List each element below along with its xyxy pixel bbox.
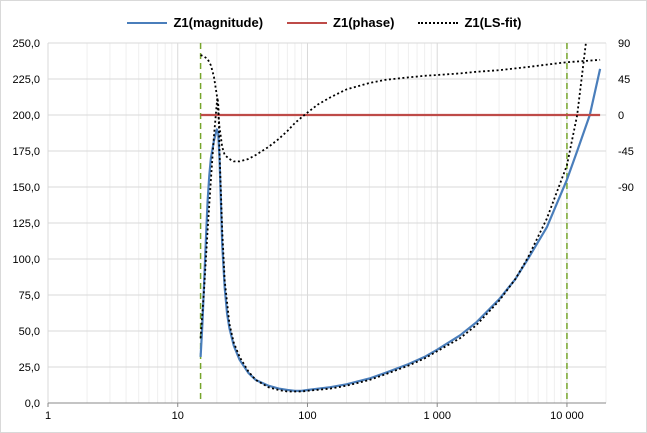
y-tick-label: 50,0 xyxy=(19,326,40,338)
legend-swatch-ls-fit xyxy=(418,21,459,24)
legend-swatch-phase xyxy=(287,21,328,24)
y2-tick-label: 0 xyxy=(618,110,624,122)
y2-tick-label: 45 xyxy=(618,74,630,86)
y2-tick-label: -90 xyxy=(618,182,634,194)
y-tick-label: 200,0 xyxy=(12,110,40,122)
legend-item-phase: Z1(phase) xyxy=(287,15,394,30)
legend-label-magnitude: Z1(magnitude) xyxy=(173,15,264,30)
legend: Z1(magnitude) Z1(phase) Z1(LS-fit) xyxy=(1,15,647,30)
y-tick-label: 75,0 xyxy=(19,290,40,302)
y-tick-label: 150,0 xyxy=(12,182,40,194)
legend-item-magnitude: Z1(magnitude) xyxy=(127,15,263,30)
legend-item-ls-fit: Z1(LS-fit) xyxy=(418,15,522,30)
y-tick-label: 225,0 xyxy=(12,74,40,86)
ls-fit-phase-series-line xyxy=(200,54,601,163)
legend-label-phase: Z1(phase) xyxy=(333,15,395,30)
x-tick-label: 1 000 xyxy=(423,410,451,422)
y2-tick-label: 90 xyxy=(618,38,630,50)
y-tick-label: 125,0 xyxy=(12,218,40,230)
x-tick-label: 10 xyxy=(172,410,184,422)
y-tick-label: 25,0 xyxy=(19,362,40,374)
x-tick-label: 10 000 xyxy=(550,410,584,422)
x-tick-label: 1 xyxy=(45,410,51,422)
y-tick-label: 100,0 xyxy=(12,254,40,266)
x-tick-label: 100 xyxy=(298,410,316,422)
y-tick-label: 0,0 xyxy=(25,398,40,410)
y-tick-label: 250,0 xyxy=(12,38,40,50)
magnitude-series-line xyxy=(199,68,602,392)
legend-label-ls-fit: Z1(LS-fit) xyxy=(464,15,522,30)
legend-swatch-magnitude xyxy=(127,21,168,24)
y-tick-label: 175,0 xyxy=(12,146,40,158)
y2-tick-label: -45 xyxy=(618,146,634,158)
